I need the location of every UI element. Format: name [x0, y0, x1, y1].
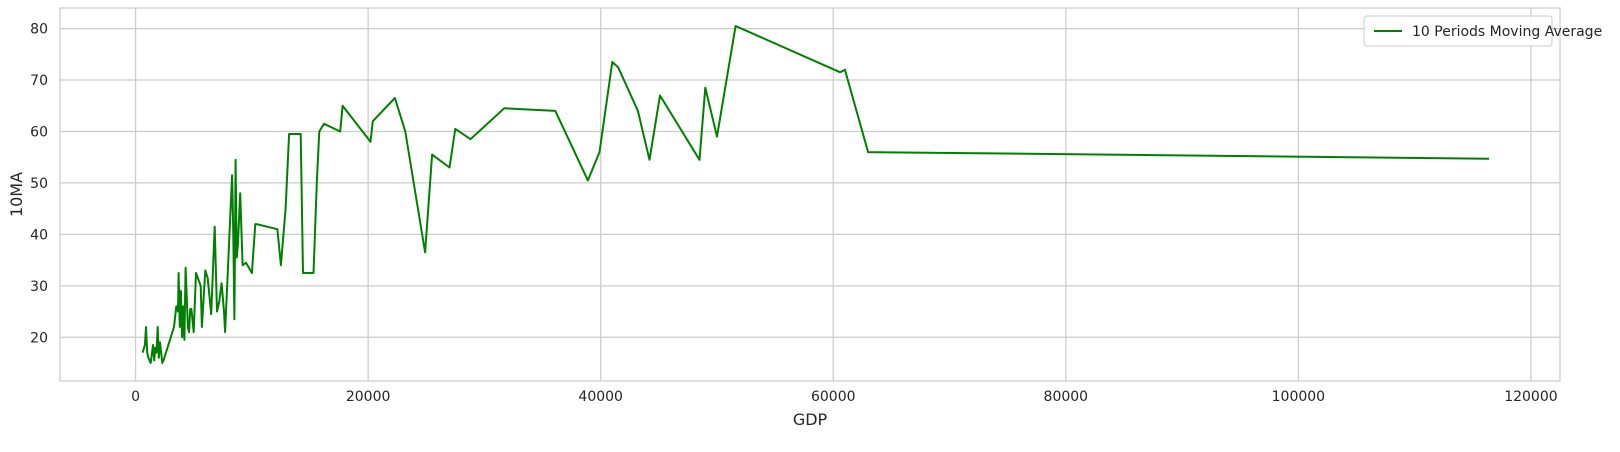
legend-label: 10 Periods Moving Average [1412, 24, 1602, 40]
x-tick-label: 60000 [811, 389, 856, 405]
y-tick-label: 20 [30, 330, 48, 346]
y-tick-label: 30 [30, 279, 48, 295]
x-tick-label: 100000 [1272, 389, 1325, 405]
series-line-10-periods-moving-average [141, 25, 1490, 364]
grid-lines [60, 8, 1560, 381]
y-tick-label: 40 [30, 227, 48, 243]
y-axis-title: 10MA [7, 172, 26, 217]
y-tick-label: 50 [30, 176, 48, 192]
x-tick-label: 0 [131, 389, 140, 405]
plot-area [60, 8, 1560, 381]
x-axis-ticks: 0 20000 40000 60000 80000 100000 120000 [131, 389, 1558, 405]
y-axis-ticks: 20 30 40 50 60 70 80 [30, 22, 48, 347]
y-tick-label: 60 [30, 124, 48, 140]
x-tick-label: 20000 [346, 389, 391, 405]
x-axis-title: GDP [793, 410, 828, 429]
x-tick-label: 40000 [578, 389, 623, 405]
y-tick-label: 70 [30, 73, 48, 89]
legend-box [1363, 15, 1553, 47]
y-tick-label: 80 [30, 22, 48, 38]
x-tick-label: 80000 [1044, 389, 1089, 405]
plot-frame [59, 7, 1561, 382]
legend: 10 Periods Moving Average [1363, 15, 1602, 47]
x-tick-label: 120000 [1504, 389, 1557, 405]
